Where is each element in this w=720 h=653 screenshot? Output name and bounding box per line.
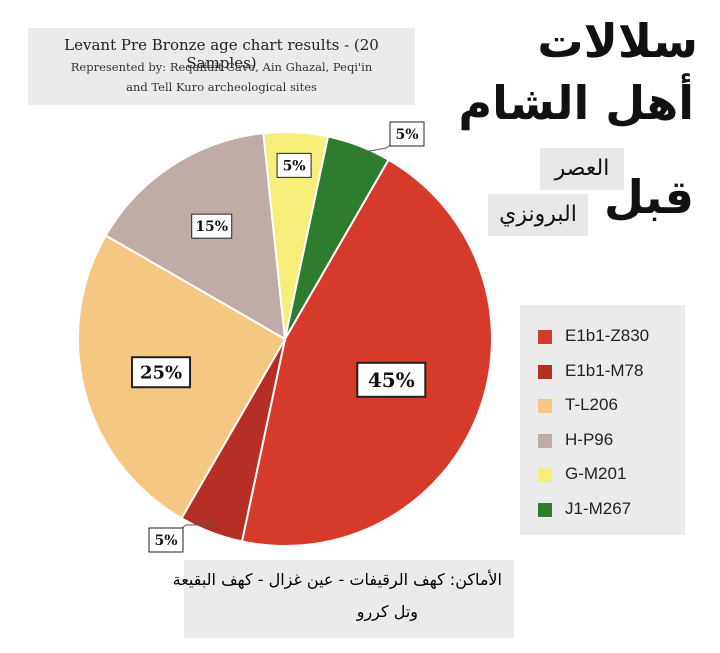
legend-swatch — [538, 502, 552, 517]
legend-label: E1b1-Z830 — [565, 326, 650, 345]
pie-label-e1b1-z830: 45% — [368, 368, 415, 392]
arabic-word-bronze: البرونزي — [488, 194, 588, 236]
legend-swatch — [538, 330, 552, 344]
pie-label-j1-m267: 5% — [395, 127, 418, 143]
pie-label-box — [276, 152, 312, 178]
legend: E1b1-Z830 E1b1-M78 T-L206 H-P96 G-M201 J1-M26… — [520, 305, 685, 535]
pie-label-e1b1-m78: 5% — [154, 533, 177, 549]
pie-label-t-l206: 25% — [140, 363, 182, 384]
arabic-title-line1: سلالات — [537, 14, 698, 68]
pie-label-box — [131, 356, 192, 389]
legend-label: T-L206 — [565, 395, 618, 414]
pie-label-g-m201: 5% — [283, 158, 306, 174]
locations-line2: وتل كررو — [356, 602, 418, 621]
chart-title: Levant Pre Bronze age chart results - (2… — [64, 36, 379, 72]
pie-label-box — [191, 213, 233, 239]
legend-swatch — [538, 433, 552, 448]
legend-swatch — [538, 399, 552, 413]
pie-slices — [77, 131, 493, 547]
pie-labels: 45% 5% 25% 15% 5% 5% — [131, 121, 427, 553]
legend-swatch — [538, 364, 552, 379]
pie-label-box — [389, 121, 425, 147]
pie-slice-j1-m267 — [284, 135, 390, 340]
chart-title-box: Levant Pre Bronze age chart results - (2… — [28, 28, 415, 105]
pie-label-box — [356, 361, 427, 398]
locations-line1: الأماكن: كهف الرقيفات - عين غزال - كهف ا… — [172, 570, 502, 589]
arabic-word-asr: العصر — [540, 148, 624, 190]
legend-swatch — [538, 468, 552, 482]
legend-label: G-M201 — [565, 464, 627, 483]
pie-label-box — [148, 527, 184, 553]
legend-label: E1b1-M78 — [565, 360, 644, 380]
arabic-title-line2: أهل الشام — [458, 76, 694, 130]
chart-subtitle-line1: Represented by: Reqaifait Cave, Ain Ghaz… — [70, 60, 373, 74]
legend-label: H-P96 — [565, 429, 614, 449]
pie-label-h-p96: 15% — [195, 219, 228, 235]
chart-subtitle-line2: and Tell Kuro archeological sites — [126, 80, 317, 94]
pie-slice-e1b1-z830 — [240, 158, 493, 547]
locations-box: الأماكن: كهف الرقيفات - عين غزال - كهف ا… — [173, 560, 514, 638]
legend-label: J1-M267 — [565, 498, 632, 518]
